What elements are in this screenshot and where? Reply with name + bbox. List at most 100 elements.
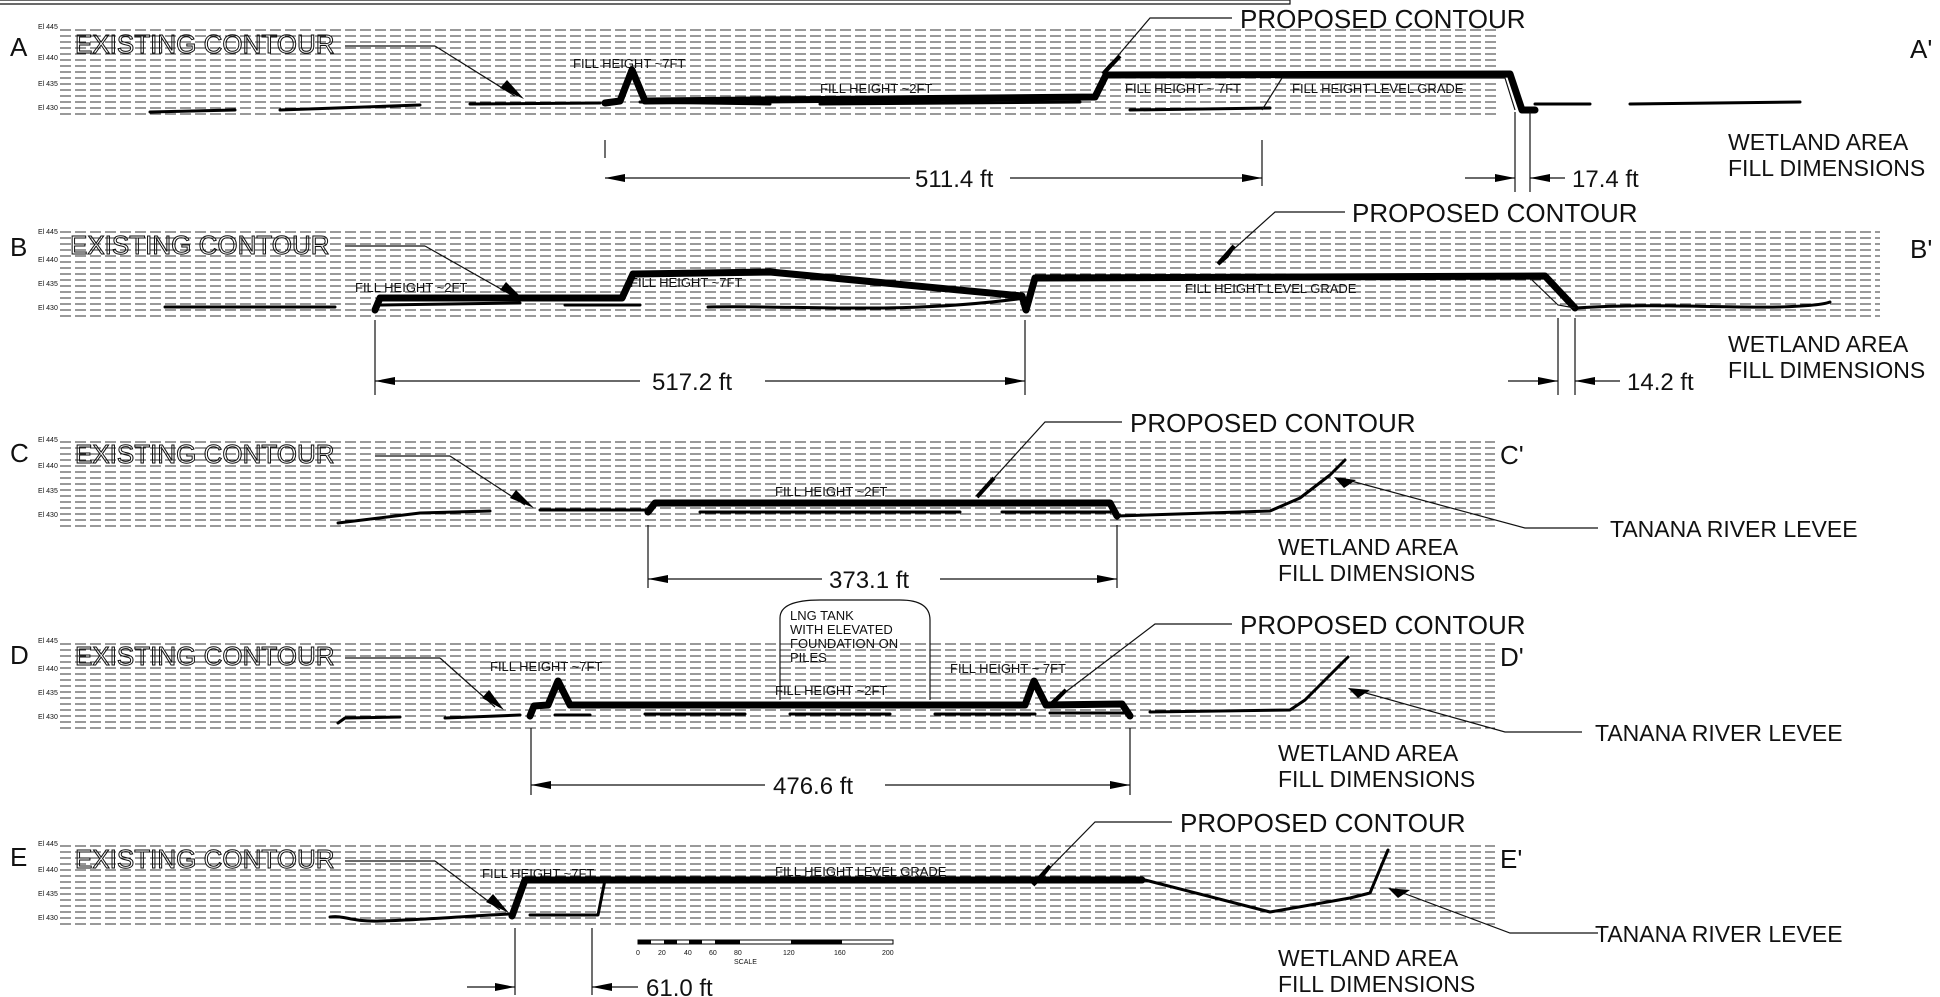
dim-arrow-a-small-left <box>1495 174 1515 182</box>
existing-contour-label-a: EXISTING CONTOUR <box>75 29 335 59</box>
existing-ground-a-6 <box>1628 100 1802 106</box>
levee-label-e: TANANA RIVER LEVEE <box>1595 921 1843 947</box>
lng-label-4: PILES <box>790 650 827 665</box>
elev-label-435: El 435 <box>38 488 58 495</box>
section-a: A A' El 445 El 440 El 435 El 430 EXISTIN… <box>10 4 1932 193</box>
dim-arrow-c-left <box>648 575 668 583</box>
fill-outline-a <box>1261 77 1516 111</box>
leader-arrow-e <box>486 894 509 913</box>
scale-seg-2 <box>664 940 677 944</box>
elev-label-430: El 430 <box>38 512 58 519</box>
fill-label-b-7ft: FILL HEIGHT ~7FT <box>630 275 742 290</box>
fill-label-e-level: FILL HEIGHT LEVEL GRADE <box>775 864 947 879</box>
levee-leader-c <box>1339 477 1598 529</box>
proposed-fill-c <box>644 499 1121 520</box>
scale-label: SCALE <box>734 959 757 966</box>
proposed-contour-label-a: PROPOSED CONTOUR <box>1240 4 1526 34</box>
elev-label-445: El 445 <box>38 638 58 645</box>
proposed-fill-b <box>371 268 1579 314</box>
fill-label-a-7ft: FILL HEIGHT ~7FT <box>573 56 685 71</box>
existing-contour-label-c: EXISTING CONTOUR <box>75 439 335 469</box>
existing-ground-a-2 <box>278 103 422 112</box>
section-b-start-marker: B <box>10 232 27 262</box>
existing-ground-a-1 <box>148 108 237 114</box>
existing-ground-a-4 <box>1128 106 1272 112</box>
scale-tick-0: 0 <box>636 950 640 957</box>
dim-arrow-c-right <box>1097 575 1117 583</box>
elev-label-440: El 440 <box>38 257 58 264</box>
proposed-leader-d <box>1054 623 1232 701</box>
levee-leader-d <box>1354 689 1582 733</box>
existing-ground-e-1 <box>328 912 512 923</box>
existing-ground-d-1 <box>336 715 402 725</box>
scale-tick-40: 40 <box>684 950 692 957</box>
proposed-leader-a <box>1109 17 1232 66</box>
scale-tick-80: 80 <box>734 950 742 957</box>
elev-label-440: El 440 <box>38 666 58 673</box>
dim-value-a-small: 17.4 ft <box>1572 166 1639 193</box>
wetland-label-a-1: WETLAND AREA <box>1728 129 1909 155</box>
dim-arrow-b-small-left <box>1538 377 1558 385</box>
elev-label-430: El 430 <box>38 305 58 312</box>
title-block-border <box>0 0 1291 5</box>
proposed-fill-e <box>508 876 1146 920</box>
levee-leader-e <box>1394 889 1598 934</box>
proposed-arrow-c <box>975 476 996 499</box>
fill-label-b-level: FILL HEIGHT LEVEL GRADE <box>1185 281 1357 296</box>
leader-arrow-d <box>482 690 504 710</box>
scale-tick-160: 160 <box>834 950 846 957</box>
wetland-label-c-1: WETLAND AREA <box>1278 534 1459 560</box>
section-a-start-marker: A <box>10 32 28 62</box>
leader-line-b-diag <box>424 245 516 298</box>
fill-label-a-level: FILL HEIGHT LEVEL GRADE <box>1292 81 1464 96</box>
elev-label-430: El 430 <box>38 105 58 112</box>
fill-label-c-2ft: FILL HEIGHT ~2FT <box>775 484 887 499</box>
fill-label-a-2ft: FILL HEIGHT ~2FT <box>820 81 932 96</box>
proposed-arrow-b <box>1216 244 1236 266</box>
levee-label-c: TANANA RIVER LEVEE <box>1610 516 1858 542</box>
scale-seg-3 <box>689 940 702 944</box>
section-d: D D' El 445 El 440 El 435 El 430 EXISTIN… <box>10 599 1843 800</box>
scale-seg-5 <box>791 940 842 944</box>
wetland-label-a-2: FILL DIMENSIONS <box>1728 155 1925 181</box>
section-c-end-marker: C' <box>1500 440 1524 470</box>
section-e-elevation-scale: El 445 El 440 El 435 El 430 <box>38 841 58 922</box>
elev-label-435: El 435 <box>38 281 58 288</box>
fill-label-d-7ft-b: FILL HEIGHT ~ 7FT <box>950 661 1066 676</box>
levee-arrow-e <box>1388 888 1410 898</box>
proposed-contour-label-c: PROPOSED CONTOUR <box>1130 408 1416 438</box>
existing-ground-a-8 <box>818 100 1082 106</box>
proposed-fill-a <box>601 66 1539 114</box>
scale-tick-200: 200 <box>882 950 894 957</box>
proposed-leader-b <box>1224 211 1345 258</box>
existing-ground-c-1 <box>336 509 492 525</box>
levee-label-d: TANANA RIVER LEVEE <box>1595 720 1843 746</box>
dim-arrow-a-left <box>605 174 625 182</box>
fill-outline-b <box>1531 279 1576 309</box>
section-d-elevation-scale: El 445 El 440 El 435 El 430 <box>38 638 58 721</box>
existing-ground-d-2 <box>443 713 522 720</box>
elev-label-445: El 445 <box>38 841 58 848</box>
dim-value-a-main: 511.4 ft <box>915 166 994 193</box>
lng-label-2: WITH ELEVATED <box>790 622 893 637</box>
wetland-label-e-2: FILL DIMENSIONS <box>1278 971 1475 997</box>
elev-label-445: El 445 <box>38 24 58 31</box>
fill-label-d-7ft: FILL HEIGHT ~7FT <box>490 659 602 674</box>
dim-value-b-small: 14.2 ft <box>1627 369 1694 396</box>
levee-profile-c <box>1115 458 1347 518</box>
dim-value-b-main: 517.2 ft <box>652 369 732 396</box>
section-c-start-marker: C <box>10 438 29 468</box>
wetland-label-d-2: FILL DIMENSIONS <box>1278 766 1475 792</box>
wetland-label-b-2: FILL DIMENSIONS <box>1728 357 1925 383</box>
levee-arrow-d <box>1348 688 1370 698</box>
wetland-label-e-1: WETLAND AREA <box>1278 945 1459 971</box>
dim-arrow-b-small-right <box>1575 377 1595 385</box>
proposed-contour-label-e: PROPOSED CONTOUR <box>1180 808 1466 838</box>
existing-contour-label-b: EXISTING CONTOUR <box>70 230 330 260</box>
existing-contour-label-d: EXISTING CONTOUR <box>75 641 335 671</box>
elev-label-430: El 430 <box>38 714 58 721</box>
lng-label-3: FOUNDATION ON <box>790 636 898 651</box>
wetland-label-c-2: FILL DIMENSIONS <box>1278 560 1475 586</box>
elev-label-440: El 440 <box>38 55 58 62</box>
